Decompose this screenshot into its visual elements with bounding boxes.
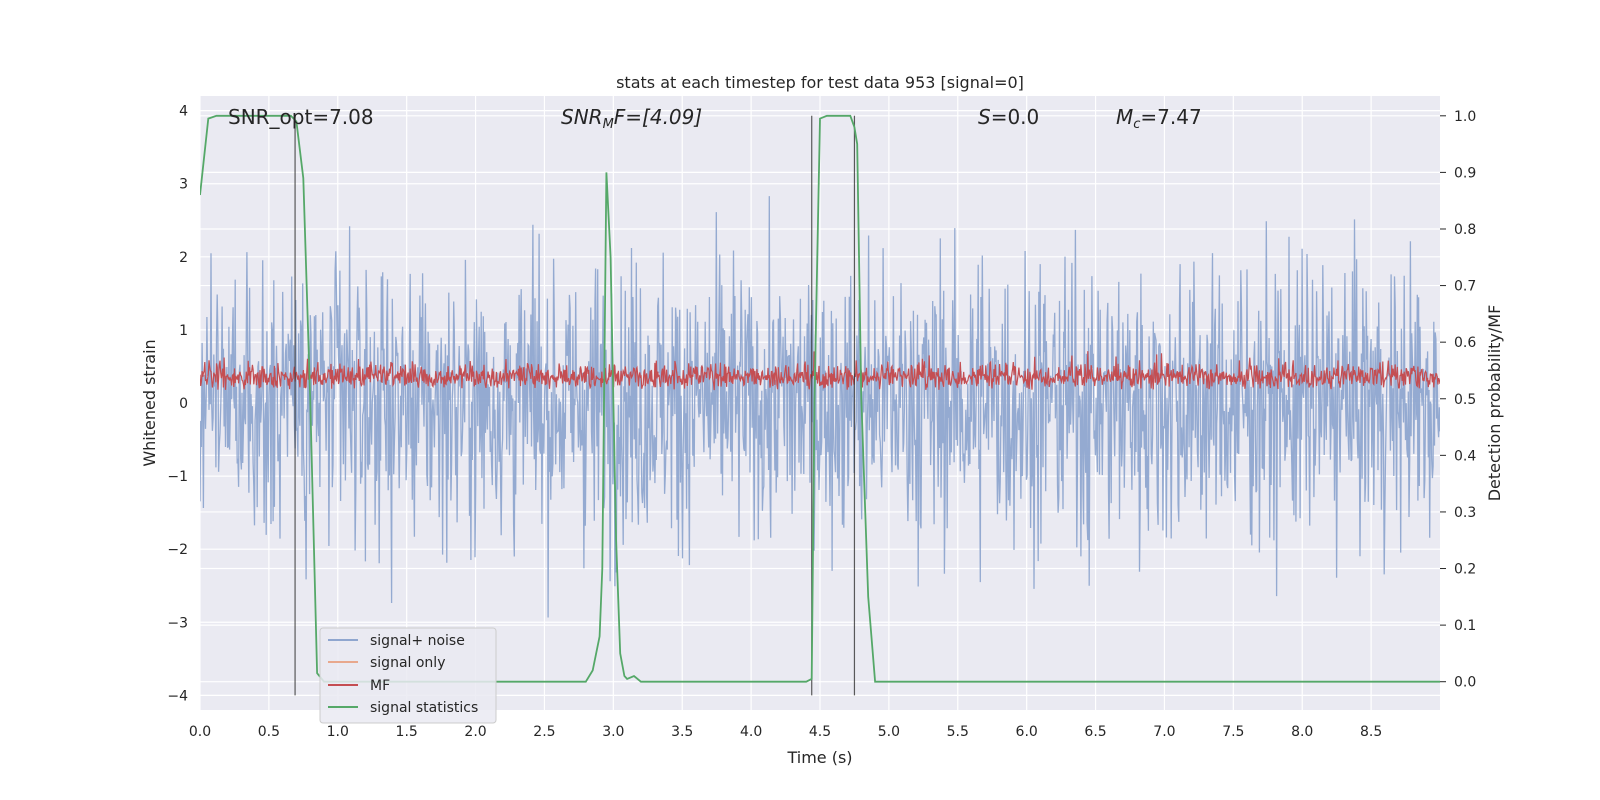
- snr-mf-annotation: SNRMF=[4.09]: [561, 105, 702, 132]
- x-tick-label: 7.0: [1153, 724, 1175, 740]
- x-tick-label: 8.5: [1360, 724, 1382, 740]
- legend-box: [319, 627, 497, 724]
- mc-annotation: Mc=7.47: [1116, 105, 1202, 132]
- x-tick-label: 0.0: [189, 724, 211, 740]
- legend-label-signal-statistics: signal statistics: [370, 700, 478, 716]
- x-tick-label: 6.5: [1084, 724, 1106, 740]
- signal-statistics-series: [200, 114, 1440, 683]
- x-tick-label: 8.0: [1291, 724, 1313, 740]
- y-tick-label: −3: [167, 615, 188, 631]
- y-right-tick-label: 0.7: [1454, 279, 1476, 295]
- y-tick-label: −1: [167, 469, 188, 485]
- y-right-tick-label: 0.2: [1454, 562, 1476, 578]
- x-tick-label: 1.0: [327, 724, 349, 740]
- x-tick-label: 3.0: [602, 724, 624, 740]
- snr-mf-sub: M: [603, 117, 614, 132]
- x-tick-label: 3.5: [671, 724, 693, 740]
- y-tick-label: −4: [167, 688, 188, 704]
- s-rest: =0.0: [991, 105, 1040, 129]
- x-axis-ticks: 0.0 0.5 1.0 1.5 2.0 2.5 3.0 3.5 4.0 4.5 5.0 5.5 6.0 6…: [189, 724, 1382, 740]
- y-tick-label: −2: [167, 542, 188, 558]
- y-right-tick-label: 0.8: [1454, 222, 1476, 238]
- mc-main: M: [1116, 105, 1133, 129]
- legend-label-signal-noise: signal+ noise: [370, 633, 465, 649]
- y-right-tick-label: 0.3: [1454, 505, 1476, 521]
- y-right-tick-label: 1.0: [1454, 109, 1476, 125]
- chart-title: stats at each timestep for test data 953…: [616, 73, 1024, 92]
- y-axis-label: Whitened strain: [140, 339, 159, 466]
- s-annotation: S=0.0: [978, 105, 1039, 129]
- signal-noise-line: [200, 196, 1440, 618]
- s-main: S: [978, 105, 991, 129]
- x-tick-label: 2.0: [464, 724, 486, 740]
- mc-rest: =7.47: [1140, 105, 1201, 129]
- mf-series: [200, 351, 1440, 391]
- x-tick-label: 5.5: [947, 724, 969, 740]
- y-right-tick-label: 0.0: [1454, 675, 1476, 691]
- y-right-tick-label: 0.5: [1454, 392, 1476, 408]
- mc-sub: c: [1133, 117, 1140, 132]
- legend-label-mf: MF: [370, 678, 390, 694]
- legend: signal+ noise signal only MF signal stat…: [319, 627, 497, 724]
- y-axis-left-ticks: 4 3 2 1 0 −1 −2 −3 −4: [167, 104, 188, 705]
- y-right-tick-label: 0.6: [1454, 335, 1476, 351]
- snr-opt-annotation: SNR_opt=7.08: [228, 105, 374, 129]
- snr-mf-main: SNR: [561, 105, 603, 129]
- x-tick-label: 5.0: [878, 724, 900, 740]
- y-right-tick-label: 0.1: [1454, 618, 1476, 634]
- legend-label-signal-only: signal only: [370, 655, 445, 671]
- y-tick-label: 3: [179, 177, 188, 193]
- x-tick-label: 0.5: [258, 724, 280, 740]
- y-axis-right-label: Detection probability/MF: [1485, 305, 1504, 502]
- y-tick-label: 1: [179, 323, 188, 339]
- signal-noise-series: [200, 196, 1440, 618]
- x-tick-label: 1.5: [396, 724, 418, 740]
- y-right-tick-label: 0.4: [1454, 448, 1476, 464]
- y-right-tick-label: 0.9: [1454, 165, 1476, 181]
- y-tick-label: 2: [179, 250, 188, 266]
- x-tick-label: 4.5: [809, 724, 831, 740]
- signal-statistics-line: [200, 114, 1440, 683]
- snr-mf-rest: F=[4.09]: [614, 105, 702, 129]
- x-tick-label: 6.0: [1016, 724, 1038, 740]
- x-tick-label: 7.5: [1222, 724, 1244, 740]
- x-tick-label: 2.5: [533, 724, 555, 740]
- mf-line: [200, 351, 1440, 391]
- y-tick-label: 0: [179, 396, 188, 412]
- y-tick-label: 4: [179, 104, 188, 120]
- y-axis-right-ticks: 1.0 0.9 0.8 0.7 0.6 0.5 0.4 0.3 0.2 0.1 0.0: [1440, 109, 1476, 691]
- x-tick-label: 4.0: [740, 724, 762, 740]
- x-axis-label: Time (s): [786, 748, 852, 767]
